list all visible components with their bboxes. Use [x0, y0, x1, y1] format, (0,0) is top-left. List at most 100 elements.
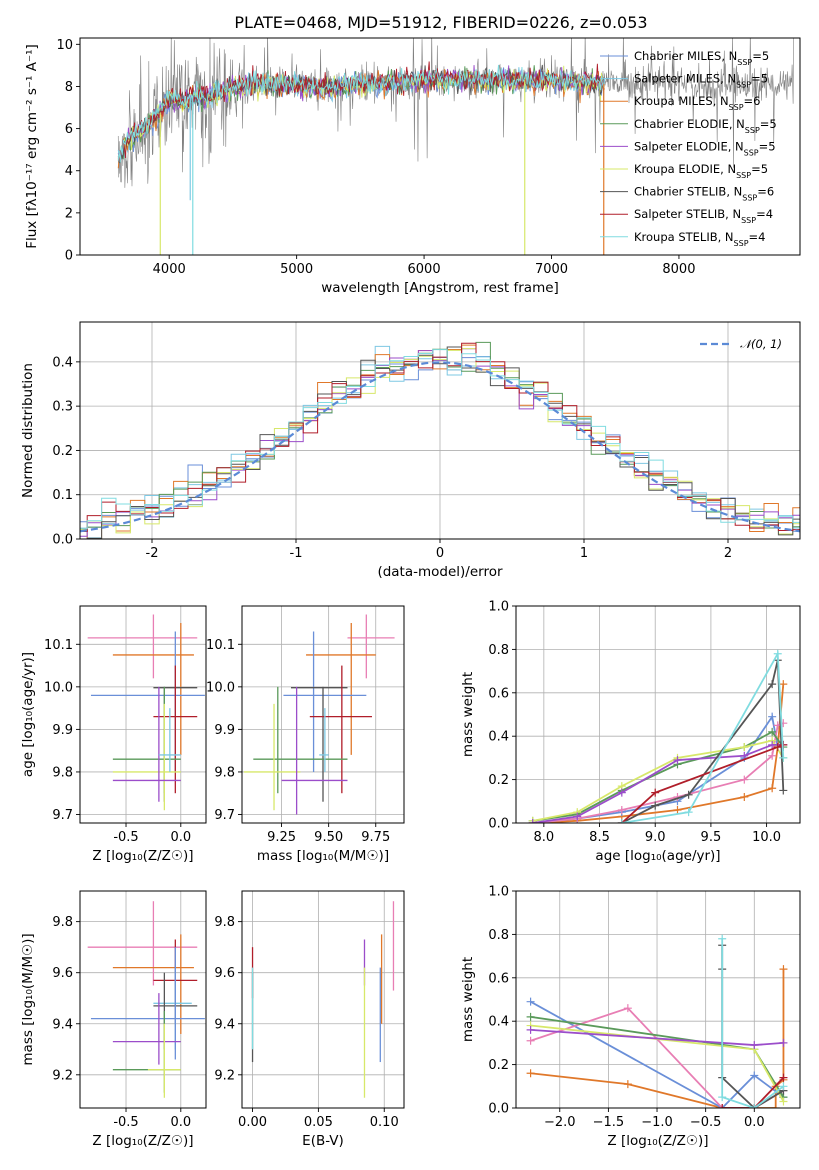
x-tick-label: 6000: [408, 262, 441, 277]
y-tick-label: 9.2: [214, 1068, 235, 1083]
y-tick-label: 9.2: [52, 1068, 73, 1083]
y-tick-label: 9.4: [52, 1017, 73, 1032]
weight-series-salpeter_elodie: [526, 1025, 788, 1050]
weight-marker: [768, 740, 777, 749]
weight-marker: [617, 819, 626, 823]
weight-marker: [768, 680, 777, 689]
x-tick-label: -1: [290, 546, 303, 561]
y-tick-label: 1.0: [488, 600, 509, 615]
legend-label-kroupa_elodie: Kroupa ELODIE, NSSP=5: [634, 162, 768, 180]
y-axis-label: age [log₁₀(age/yr)]: [20, 652, 36, 777]
mass_vs_Z-panel: -0.5 0.0 9.2 9.4 9.6 9.8 Z [log₁₀(Z/Z☉)] mass […: [20, 890, 207, 1149]
y-tick-label: 0.0: [52, 533, 73, 548]
weight-line: [530, 969, 785, 1108]
legend-label-salpeter_elodie: Salpeter ELODIE, NSSP=5: [634, 139, 776, 157]
x-axis-label: wavelength [Angstrom, rest frame]: [321, 280, 559, 296]
weight-series-kroupa_stelib: [718, 934, 788, 1108]
weight-marker: [779, 753, 788, 762]
weight-marker: [623, 1004, 632, 1013]
legend-label-salpeter_stelib: Salpeter STELIB, NSSP=4: [634, 207, 773, 225]
y-tick-label: 0.8: [488, 928, 509, 943]
x-tick-label: 8000: [662, 262, 695, 277]
y-tick-label: 9.9: [214, 723, 235, 738]
x-tick-label: 2: [724, 546, 732, 561]
errorbar-kroupa_elodie: [147, 1023, 181, 1098]
weight-marker: [768, 712, 777, 721]
y-tick-label: 0.6: [488, 686, 509, 701]
errorbar-kroupa_elodie: [243, 703, 301, 811]
x-axis-label: age [log₁₀(age/yr)]: [595, 848, 720, 864]
errorbar-kroupa_miles: [112, 623, 194, 755]
residual_histograms-panel: -2 -1 0 1 2 0.0 0.1 0.2 0.3 0.4 (data-model)/error…: [20, 321, 801, 580]
weight-marker: [779, 1073, 788, 1082]
legend-label-salpeter_miles: Salpeter MILES, NSSP=5: [634, 72, 768, 90]
residual_histograms-plot-area: [80, 322, 800, 539]
weight-marker: [768, 784, 777, 793]
y-tick-label: 9.8: [52, 765, 73, 780]
y-tick-label: 10.1: [44, 638, 73, 653]
y-tick-label: 10.1: [206, 638, 235, 653]
x-tick-label: −1.0: [641, 1115, 673, 1130]
weight-marker: [771, 1104, 780, 1108]
x-tick-label: 0.05: [304, 1115, 333, 1130]
weight-marker: [617, 788, 626, 797]
errorbar-chabrier_elodie: [112, 1010, 181, 1093]
spectrum-panel: 4000 5000 6000 7000 8000 0 2 4 6 8 10 wavelength [A…: [24, 37, 801, 296]
weight-marker: [779, 965, 788, 974]
errorbar-chabrier_elodie: [112, 686, 181, 794]
x-tick-label: 8.0: [533, 830, 554, 845]
legend-label-chabrier_miles: Chabrier MILES, NSSP=5: [634, 49, 769, 67]
errorbar-extra_pink: [87, 901, 198, 986]
legend-label-kroupa_miles: Kroupa MILES, NSSP=6: [634, 94, 760, 112]
mass_vs_ebv-panel: 0.00 0.05 0.10 9.2 9.4 9.6 9.8 E(B-V): [214, 890, 405, 1149]
x-tick-label: 9.0: [645, 830, 666, 845]
errorbar-extra_pink: [87, 614, 198, 679]
residual-histogram-salpeter_stelib: [80, 342, 800, 532]
weight-marker: [773, 649, 782, 658]
y-axis-label: mass weight: [460, 957, 476, 1042]
weight-marker: [673, 756, 682, 765]
mass_vs_ebv-plot-area: [242, 891, 404, 1108]
weight-marker: [779, 786, 788, 795]
weight-marker: [526, 1012, 535, 1021]
weight-marker: [779, 1082, 788, 1091]
weight-marker: [740, 751, 749, 760]
weight-line: [722, 1076, 785, 1108]
axes-frame: [241, 890, 405, 1109]
y-axis-label: Flux [fλ10⁻¹⁷ erg cm⁻² s⁻¹ A⁻¹]: [24, 44, 40, 249]
x-axis-label: Z [log₁₀(Z/Z☉)]: [92, 848, 193, 864]
y-tick-label: 9.7: [214, 808, 235, 823]
mass_weight_vs_age-plot-area: [516, 606, 800, 823]
model-spectrum-salpeter_stelib: [117, 61, 605, 161]
y-tick-label: 6: [65, 122, 73, 137]
y-tick-label: 0.2: [52, 444, 73, 459]
weight-marker: [623, 1080, 632, 1089]
y-tick-label: 0.8: [488, 643, 509, 658]
errorbar-kroupa_miles: [306, 623, 376, 755]
legend-label-kroupa_stelib: Kroupa STELIB, NSSP=4: [634, 230, 765, 248]
weight-marker: [718, 1093, 727, 1102]
x-tick-label: -0.5: [113, 1115, 138, 1130]
x-tick-label: 9.5: [701, 830, 722, 845]
weight-marker: [740, 792, 749, 801]
y-tick-label: 9.8: [52, 915, 73, 930]
weight-series-salpeter_stelib: [617, 740, 788, 823]
x-tick-label: 0.0: [170, 1115, 191, 1130]
errorbar-salpeter_elodie: [112, 993, 181, 1065]
y-tick-label: 0: [65, 249, 73, 264]
y-tick-label: 0.2: [488, 1058, 509, 1073]
weight-marker: [750, 1104, 759, 1108]
y-tick-label: 0.3: [52, 400, 73, 415]
normal-curve: [80, 361, 800, 533]
x-tick-label: −2.0: [544, 1115, 576, 1130]
spectrum-plot-area: [117, 38, 794, 255]
weight-marker: [673, 805, 682, 814]
x-tick-label: -0.5: [113, 830, 138, 845]
axes-frame: [515, 890, 801, 1109]
y-tick-label: 0.1: [52, 488, 73, 503]
weight-marker: [718, 934, 727, 943]
legend-label-chabrier_stelib: Chabrier STELIB, NSSP=6: [634, 185, 774, 203]
x-tick-label: 4000: [153, 262, 186, 277]
weight-marker: [526, 1025, 535, 1034]
